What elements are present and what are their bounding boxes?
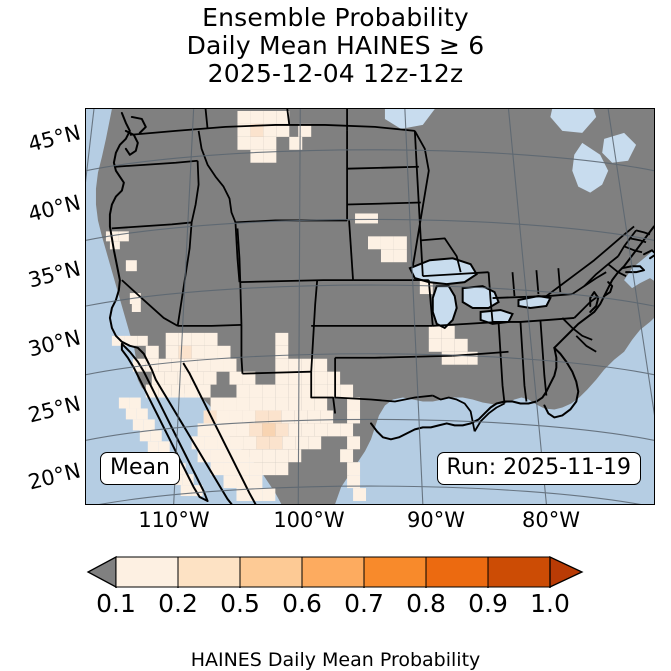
- colorbar-tick-4: 0.7: [344, 589, 384, 618]
- canada-water-bodies: [384, 109, 637, 163]
- lat-tick-label-40n: 40°N: [25, 190, 83, 227]
- colorbar-tick-5: 0.8: [406, 589, 446, 618]
- colorbar-over-arrow: [548, 556, 584, 588]
- land-atlantic-canada: [640, 109, 654, 181]
- colorbar-tick-labels: 0.1 0.2 0.5 0.6 0.7 0.8 0.9 1.0: [0, 589, 671, 619]
- colorbar-swatches: [86, 556, 584, 588]
- colorbar[interactable]: 0.1 0.2 0.5 0.6 0.7 0.8 0.9 1.0 HAINES D…: [0, 556, 671, 671]
- colorbar-tick-3: 0.6: [282, 589, 322, 618]
- lon-tick-label-80w: 80°W: [522, 508, 580, 532]
- lat-tick-label-30n: 30°N: [25, 325, 83, 362]
- graticule: [86, 109, 654, 504]
- colorbar-tick-0: 0.1: [96, 589, 136, 618]
- colorbar-axis-label: HAINES Daily Mean Probability: [190, 649, 481, 671]
- mean-label-box[interactable]: Mean: [100, 452, 180, 486]
- colorbar-tick-1: 0.2: [158, 589, 198, 618]
- colorbar-bar[interactable]: [86, 556, 586, 588]
- lat-tick-label-25n: 25°N: [25, 391, 83, 428]
- lon-tick-label-100w: 100°W: [273, 508, 345, 532]
- lat-tick-label-20n: 20°N: [25, 458, 83, 495]
- title-line-1: Ensemble Probability: [202, 3, 469, 32]
- chart-title-block: Ensemble Probability Daily Mean HAINES ≥…: [0, 4, 671, 88]
- lat-tick-label-45n: 45°N: [25, 120, 83, 157]
- run-label-box[interactable]: Run: 2025-11-19: [436, 452, 641, 486]
- colorbar-tick-6: 0.9: [468, 589, 508, 618]
- coastlines: [108, 111, 654, 504]
- colorbar-under-arrow: [86, 556, 117, 588]
- colorbar-tick-2: 0.5: [220, 589, 260, 618]
- lon-tick-label-90w: 90°W: [407, 508, 465, 532]
- colorbar-tick-7: 1.0: [530, 589, 570, 618]
- probability-shading-layer: [105, 110, 478, 502]
- title-line-2: Daily Mean HAINES ≥ 6: [186, 31, 485, 60]
- lat-tick-label-35n: 35°N: [25, 256, 83, 293]
- state-borders: [111, 109, 651, 432]
- st-lawrence-water: [572, 142, 609, 193]
- title-line-3: 2025-12-04 12z-12z: [207, 59, 464, 88]
- map-plot-area[interactable]: Mean Run: 2025-11-19: [85, 108, 655, 505]
- map-canvas: [86, 109, 654, 504]
- lon-tick-label-110w: 110°W: [138, 508, 210, 532]
